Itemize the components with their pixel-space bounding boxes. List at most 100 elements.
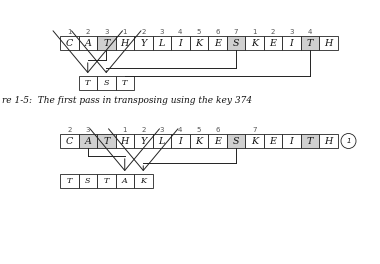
Text: T: T <box>104 177 109 185</box>
Bar <box>263 36 282 50</box>
Bar <box>134 36 152 50</box>
Text: I: I <box>290 39 293 48</box>
Text: T: T <box>103 39 109 48</box>
Text: K: K <box>251 39 258 48</box>
Bar <box>79 174 97 188</box>
Text: L: L <box>158 39 165 48</box>
Text: 3: 3 <box>104 29 109 35</box>
Bar <box>134 174 152 188</box>
Text: 3: 3 <box>160 126 164 133</box>
Bar <box>245 134 263 148</box>
Bar <box>134 134 152 148</box>
Text: 6: 6 <box>215 29 220 35</box>
Text: S: S <box>85 177 90 185</box>
Bar <box>116 174 134 188</box>
Text: E: E <box>269 136 276 145</box>
Bar <box>79 134 97 148</box>
Text: S: S <box>233 136 239 145</box>
Bar <box>190 36 208 50</box>
Bar <box>97 174 116 188</box>
Text: K: K <box>140 177 146 185</box>
Bar <box>208 134 226 148</box>
Text: H: H <box>120 39 129 48</box>
Text: I: I <box>290 136 293 145</box>
Bar <box>97 134 116 148</box>
Bar <box>116 36 134 50</box>
Bar <box>226 36 245 50</box>
Bar <box>245 36 263 50</box>
Text: 7: 7 <box>252 126 257 133</box>
Text: 1: 1 <box>252 29 257 35</box>
Text: 5: 5 <box>196 126 201 133</box>
Bar <box>79 36 97 50</box>
Text: K: K <box>195 39 202 48</box>
Text: re 1-5:  The first pass in transposing using the key 374: re 1-5: The first pass in transposing us… <box>2 96 252 105</box>
Bar <box>226 134 245 148</box>
Bar <box>319 134 337 148</box>
Text: A: A <box>122 177 128 185</box>
Circle shape <box>341 134 356 148</box>
Text: S: S <box>233 39 239 48</box>
Bar <box>282 134 301 148</box>
Text: E: E <box>214 136 221 145</box>
Text: L: L <box>158 136 165 145</box>
Bar <box>97 76 116 90</box>
Text: C: C <box>66 39 73 48</box>
Text: C: C <box>66 136 73 145</box>
Text: H: H <box>324 39 332 48</box>
Text: 3: 3 <box>86 126 90 133</box>
Text: H: H <box>120 136 129 145</box>
Bar <box>263 134 282 148</box>
Bar <box>282 36 301 50</box>
Text: T: T <box>307 39 313 48</box>
Text: 1: 1 <box>67 29 71 35</box>
Text: 1: 1 <box>346 138 351 144</box>
Bar <box>208 36 226 50</box>
Bar <box>301 36 319 50</box>
Bar <box>152 36 171 50</box>
Bar <box>60 174 79 188</box>
Text: Y: Y <box>140 136 146 145</box>
Bar <box>171 36 190 50</box>
Bar <box>97 36 116 50</box>
Text: 3: 3 <box>289 29 293 35</box>
Bar <box>60 134 79 148</box>
Text: K: K <box>195 136 202 145</box>
Text: K: K <box>251 136 258 145</box>
Bar <box>79 76 97 90</box>
Text: E: E <box>269 39 276 48</box>
Text: 3: 3 <box>160 29 164 35</box>
Text: T: T <box>66 177 72 185</box>
Text: 4: 4 <box>178 29 182 35</box>
Bar <box>152 134 171 148</box>
Text: H: H <box>324 136 332 145</box>
Text: 2: 2 <box>271 29 275 35</box>
Text: 1: 1 <box>122 29 127 35</box>
Bar <box>116 134 134 148</box>
Text: T: T <box>85 79 90 87</box>
Bar <box>319 36 337 50</box>
Text: A: A <box>84 39 91 48</box>
Text: Y: Y <box>140 39 146 48</box>
Text: I: I <box>178 136 182 145</box>
Text: T: T <box>122 79 127 87</box>
Text: 1: 1 <box>122 126 127 133</box>
Text: 2: 2 <box>86 29 90 35</box>
Text: 2: 2 <box>141 29 146 35</box>
Text: 2: 2 <box>67 126 71 133</box>
Text: T: T <box>103 136 109 145</box>
Text: S: S <box>103 79 109 87</box>
Text: T: T <box>307 136 313 145</box>
Text: 2: 2 <box>141 126 146 133</box>
Text: 4: 4 <box>178 126 182 133</box>
Text: A: A <box>84 136 91 145</box>
Bar <box>171 134 190 148</box>
Bar <box>116 76 134 90</box>
Text: E: E <box>214 39 221 48</box>
Text: 7: 7 <box>233 29 238 35</box>
Bar <box>190 134 208 148</box>
Bar <box>301 134 319 148</box>
Text: 6: 6 <box>215 126 220 133</box>
Text: 5: 5 <box>196 29 201 35</box>
Text: 4: 4 <box>307 29 312 35</box>
